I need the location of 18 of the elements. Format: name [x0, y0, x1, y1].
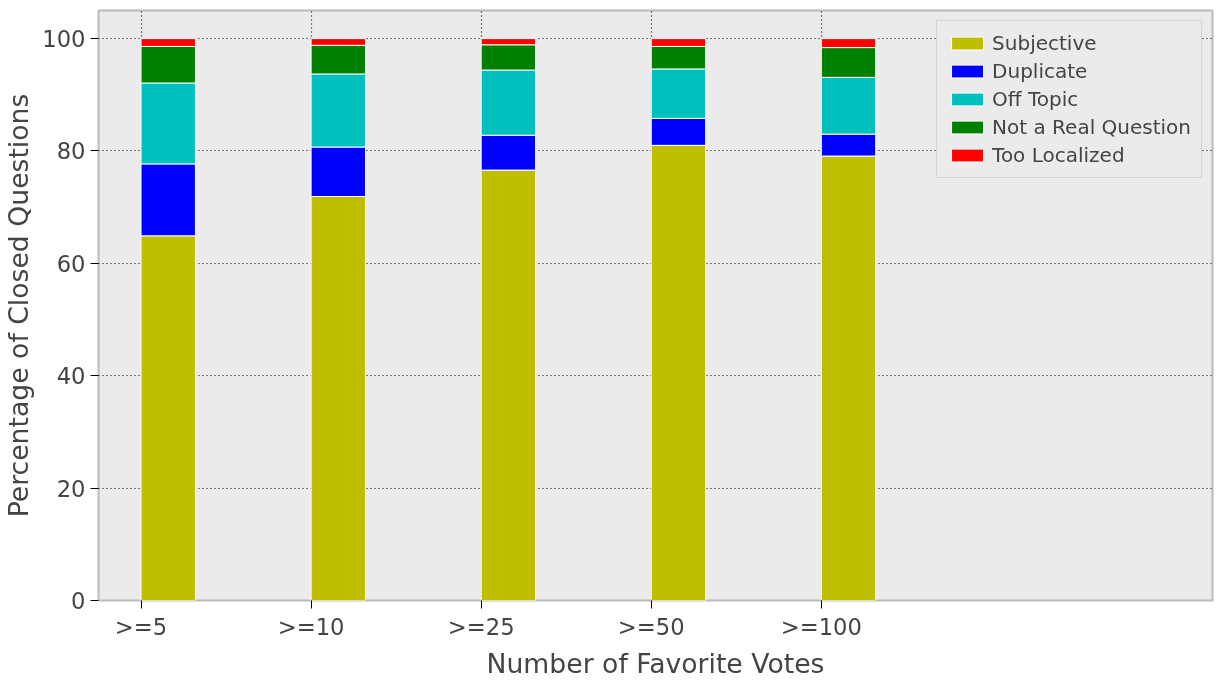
legend-label: Duplicate	[992, 59, 1088, 83]
y-tick-label: 80	[56, 138, 86, 165]
x-tick-label: >=100	[780, 613, 862, 640]
y-tick-label: 40	[56, 363, 86, 390]
legend-label: Too Localized	[992, 143, 1125, 167]
x-tick-label: >=5	[114, 613, 168, 640]
x-axis-title: Number of Favorite Votes	[486, 647, 825, 679]
x-tick-label: >=10	[277, 613, 345, 640]
y-tick-label: 20	[56, 475, 86, 502]
y-tick-label: 0	[71, 588, 86, 614]
legend-label: Off Topic	[992, 87, 1079, 111]
y-axis-title: Percentage of Closed Questions	[3, 93, 35, 518]
x-tick-label: >=50	[617, 613, 685, 640]
y-tick-label: 60	[56, 250, 86, 277]
legend-label: Subjective	[992, 31, 1097, 55]
y-tick-label: 100	[42, 26, 86, 53]
legend-label: Not a Real Question	[992, 115, 1191, 139]
x-tick-label: >=25	[447, 613, 515, 640]
